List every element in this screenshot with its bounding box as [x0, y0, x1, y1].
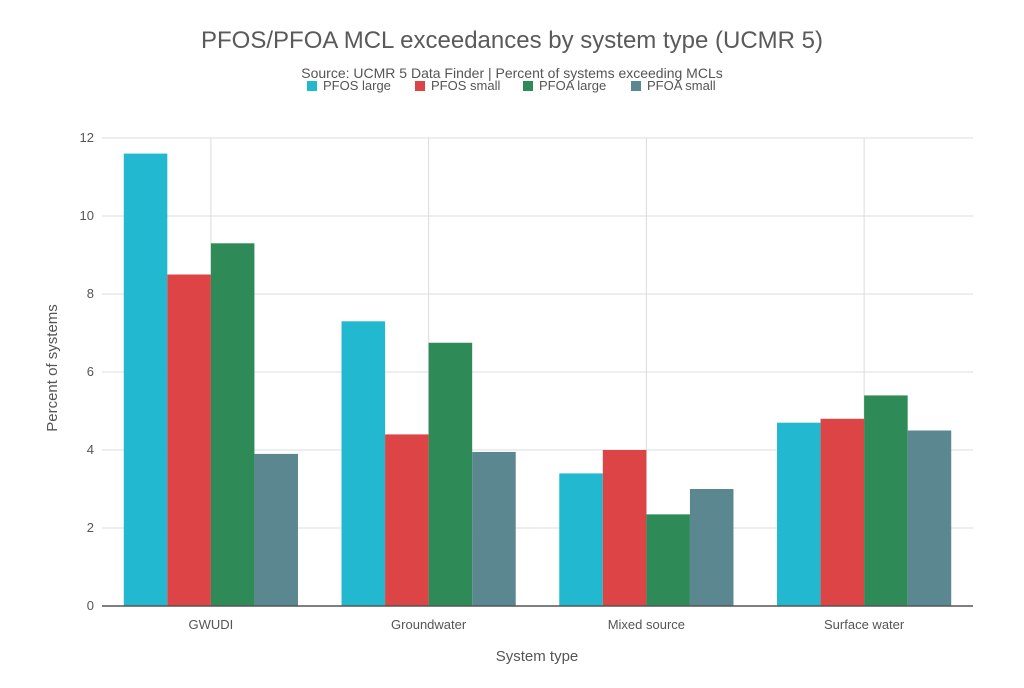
bar-pfoa-small	[472, 451, 516, 606]
y-tick-label: 6	[87, 364, 94, 379]
bar-pfoa-small	[689, 489, 734, 606]
bar-pfos-small	[385, 434, 429, 606]
bar-pfos-large	[123, 153, 168, 606]
bar-pfos-large	[341, 321, 386, 606]
bar-pfoa-small	[907, 430, 952, 606]
legend-swatch	[523, 81, 533, 91]
bar-pfoa-large	[428, 342, 473, 606]
y-tick-label: 0	[87, 598, 94, 613]
x-tick-label: Mixed source	[608, 617, 685, 632]
bar-pfos-large	[777, 422, 821, 606]
bar-pfoa-small	[254, 453, 298, 606]
y-axis-title: Percent of systems	[44, 304, 61, 432]
legend-label: PFOA small	[647, 78, 716, 93]
bar-pfoa-large	[864, 395, 908, 606]
bar-pfos-small	[602, 450, 647, 606]
chart-subtitle: Source: UCMR 5 Data Finder | Percent of …	[301, 65, 722, 81]
legend-swatch	[415, 81, 425, 91]
y-tick-label: 2	[87, 520, 94, 535]
y-tick-label: 12	[80, 130, 94, 145]
y-tick-label: 4	[87, 442, 94, 457]
chart-title: PFOS/PFOA MCL exceedances by system type…	[201, 27, 823, 54]
legend-label: PFOA large	[539, 78, 606, 93]
x-axis-title: System type	[496, 648, 579, 665]
bar-pfoa-large	[210, 243, 255, 607]
legend-label: PFOS small	[431, 78, 500, 93]
x-tick-label: GWUDI	[188, 617, 233, 632]
bar-pfos-large	[559, 473, 603, 606]
legend-swatch	[307, 81, 317, 91]
legend: PFOS large PFOS small PFOA large PFOA small	[307, 78, 716, 93]
y-tick-label: 10	[80, 208, 94, 223]
y-tick-label: 8	[87, 286, 94, 301]
legend-label: PFOS large	[323, 78, 391, 93]
bar-pfoa-large	[646, 514, 690, 606]
x-tick-label: Groundwater	[391, 617, 467, 632]
bar-pfos-small	[167, 274, 211, 606]
x-tick-label: Surface water	[824, 617, 905, 632]
bars-layer	[123, 153, 952, 607]
legend-swatch	[631, 81, 641, 91]
bar-pfos-small	[820, 418, 865, 606]
axis-layer: 0 2 4 6 8 10 12 GWUDI Groundwater Mixed source Sur…	[80, 130, 973, 632]
